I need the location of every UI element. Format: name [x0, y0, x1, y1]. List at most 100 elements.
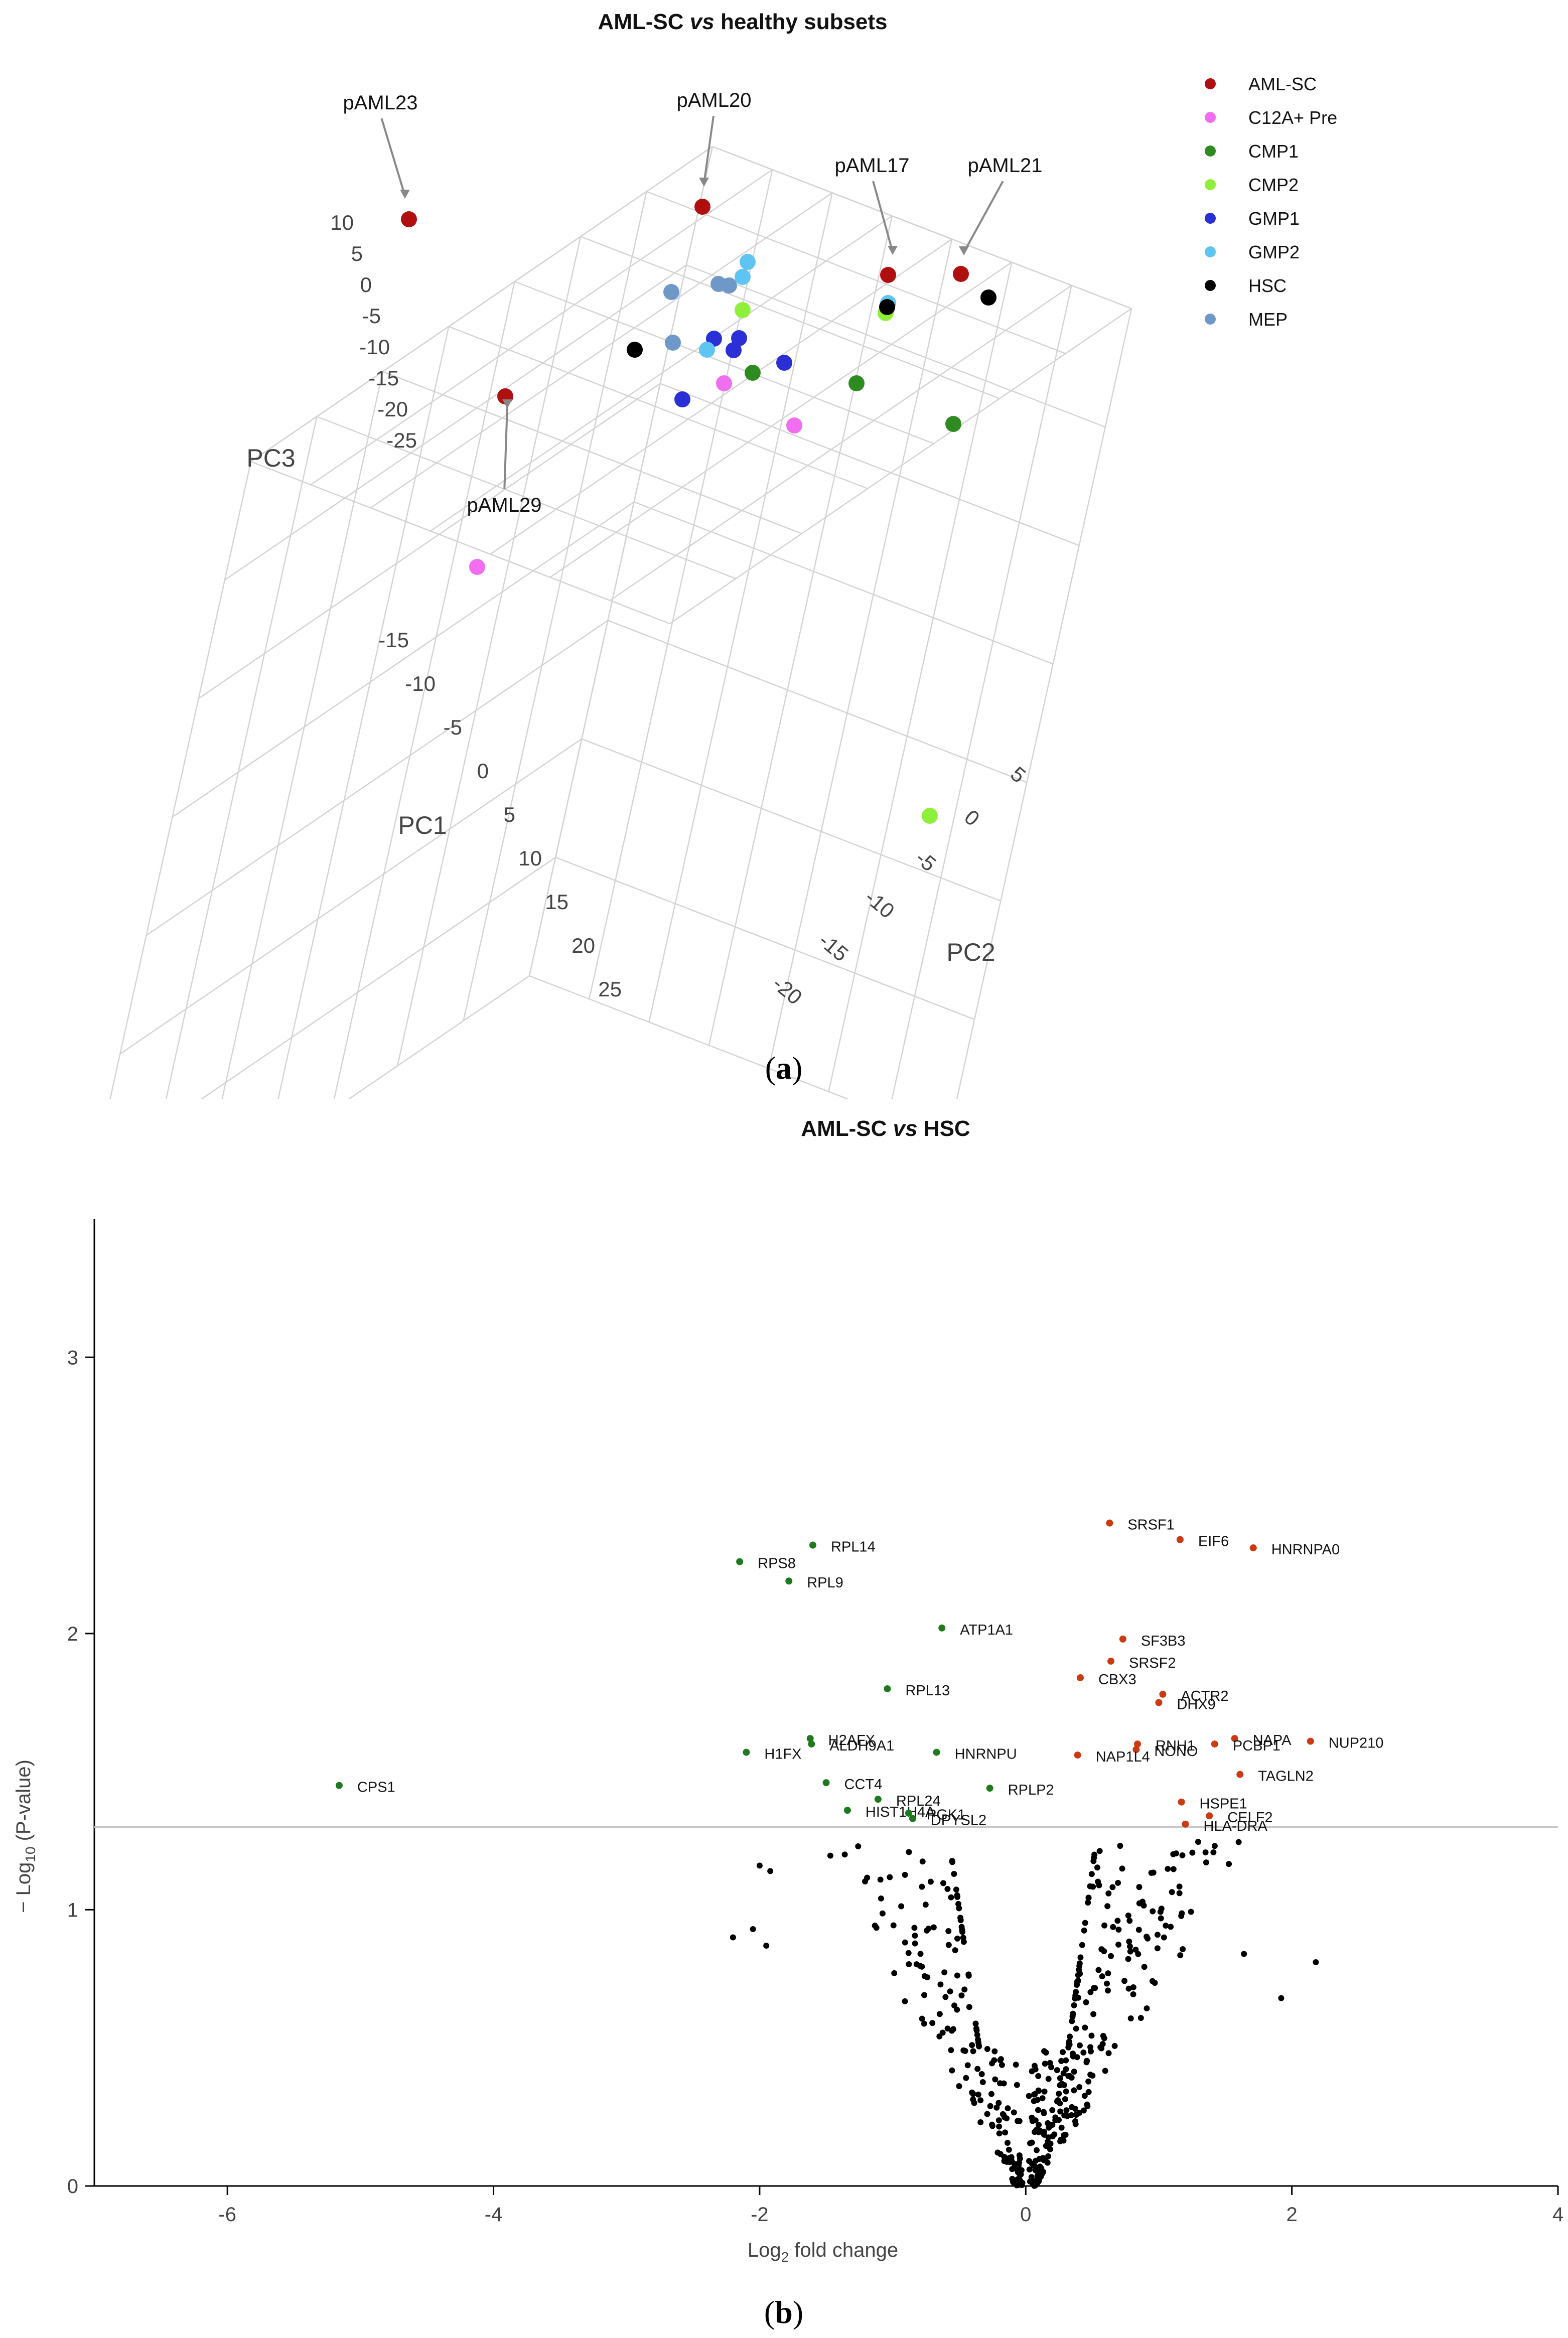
ns-point [1079, 1942, 1085, 1948]
ns-point [1188, 1909, 1194, 1915]
ns-point [1083, 1999, 1089, 2005]
pc2-tick-10: -10 [861, 885, 899, 923]
pca-point-gmp2 [735, 269, 751, 285]
ns-point [750, 1926, 756, 1932]
ns-point [1042, 2061, 1048, 2067]
ns-point [1117, 1843, 1123, 1849]
down-point-hnrnpu [933, 1748, 940, 1756]
ns-point [984, 2111, 990, 2117]
legend-swatch-gmp1 [1205, 213, 1216, 224]
ns-point [960, 1939, 967, 1945]
ns-point [1040, 2109, 1047, 2115]
ns-point [1067, 2033, 1073, 2040]
ns-point [1014, 2082, 1020, 2088]
annotation-paml17: pAML17 [835, 155, 910, 177]
ns-point [1119, 1865, 1125, 1872]
grid-line [221, 371, 384, 1099]
ns-point [1126, 1938, 1132, 1945]
grid-line [333, 281, 515, 1099]
ns-point [1049, 2122, 1056, 2128]
ns-point [1076, 1966, 1082, 1973]
ns-point [1150, 1908, 1156, 1915]
grid-line [708, 216, 893, 1046]
grid-line [549, 261, 1013, 578]
ns-point [1067, 2073, 1073, 2079]
ns-point [1154, 1932, 1161, 1938]
x-tick-0: 0 [1020, 2204, 1031, 2226]
ns-point [1036, 2122, 1042, 2128]
ns-point [1072, 1992, 1079, 1999]
ns-point [1019, 2182, 1025, 2188]
y-tick-1: 1 [67, 1899, 78, 1921]
pc3-tick-10: 10 [330, 211, 354, 234]
grid-line [490, 238, 952, 555]
ns-point [1000, 2111, 1006, 2117]
pc1-tick-20: 20 [572, 934, 595, 957]
gene-label-hla-dra: HLA-DRA [1203, 1818, 1267, 1834]
ns-point [1132, 1946, 1139, 1953]
ns-point [1087, 2072, 1094, 2078]
ns-point [993, 2104, 1000, 2111]
pc1-tick-10: 10 [518, 846, 542, 870]
gene-label-nono: NONO [1154, 1743, 1198, 1760]
ns-point [958, 1924, 965, 1930]
ns-point [969, 2042, 975, 2049]
pca-point-hsc [879, 299, 895, 315]
gene-label-celf2: CELF2 [1227, 1810, 1272, 1826]
ns-point [1039, 2095, 1046, 2102]
grid-line [463, 191, 647, 1021]
legend-label-c12a-pre: C12A+ Pre [1248, 107, 1337, 128]
ns-point [1004, 2140, 1011, 2146]
ns-point [1085, 2089, 1092, 2095]
pc1-tick-0: 0 [477, 759, 489, 783]
ns-point [1033, 2147, 1040, 2153]
annotation-paml21: pAML21 [968, 155, 1043, 177]
annotation-arrowhead [400, 190, 410, 199]
grid-line [956, 308, 1132, 1099]
ns-point [879, 1910, 886, 1917]
ns-point [922, 1902, 929, 1908]
ns-point [1226, 1861, 1232, 1867]
ns-point [905, 1950, 912, 1956]
ns-point [1108, 1953, 1114, 1959]
ns-point [1088, 2032, 1095, 2039]
ns-point [1056, 2091, 1062, 2097]
ns-point [1087, 2044, 1094, 2051]
pca-point-cmp1 [945, 416, 961, 432]
ns-point [964, 2062, 971, 2069]
ns-point [1062, 2096, 1068, 2103]
gene-label-h1fx: H1FX [764, 1746, 801, 1763]
ns-point [911, 1925, 918, 1931]
ns-point [1047, 2060, 1053, 2066]
ns-point [1073, 2112, 1079, 2118]
pc1-tick-25: 25 [598, 977, 622, 1001]
ns-point [730, 1934, 736, 1941]
ns-point [1178, 1913, 1185, 1919]
ns-point [1069, 2013, 1076, 2020]
ns-point [1163, 1923, 1169, 1929]
ns-point [1029, 2179, 1035, 2185]
pc3-tick-20: -20 [377, 397, 408, 421]
ns-point [1063, 2107, 1070, 2114]
up-point-napa [1231, 1735, 1238, 1742]
ns-point [987, 2103, 993, 2109]
ns-point [862, 1878, 869, 1885]
volcano-axes: -6 -4 -2 0 2 4 0 1 2 3 [67, 1219, 1563, 2226]
pc3-axis-label: PC3 [246, 444, 295, 472]
ns-point [1055, 2097, 1061, 2104]
ns-point [841, 1851, 848, 1858]
ns-point [1074, 1978, 1080, 1985]
ns-point [1043, 2143, 1049, 2149]
ns-point [1054, 2067, 1060, 2074]
ns-point [891, 1970, 898, 1976]
grid-line [348, 975, 530, 1099]
ns-point [1066, 2040, 1072, 2047]
ns-point [1241, 1951, 1247, 1957]
grid-line [109, 461, 252, 1099]
ns-point [961, 1986, 968, 1993]
legend-swatch-hsc [1205, 280, 1216, 291]
ns-point [1130, 1984, 1136, 1991]
gene-label-rpl24: RPL24 [896, 1793, 941, 1809]
up-point-srsf1 [1106, 1519, 1113, 1527]
up-point-hspe1 [1178, 1798, 1185, 1806]
